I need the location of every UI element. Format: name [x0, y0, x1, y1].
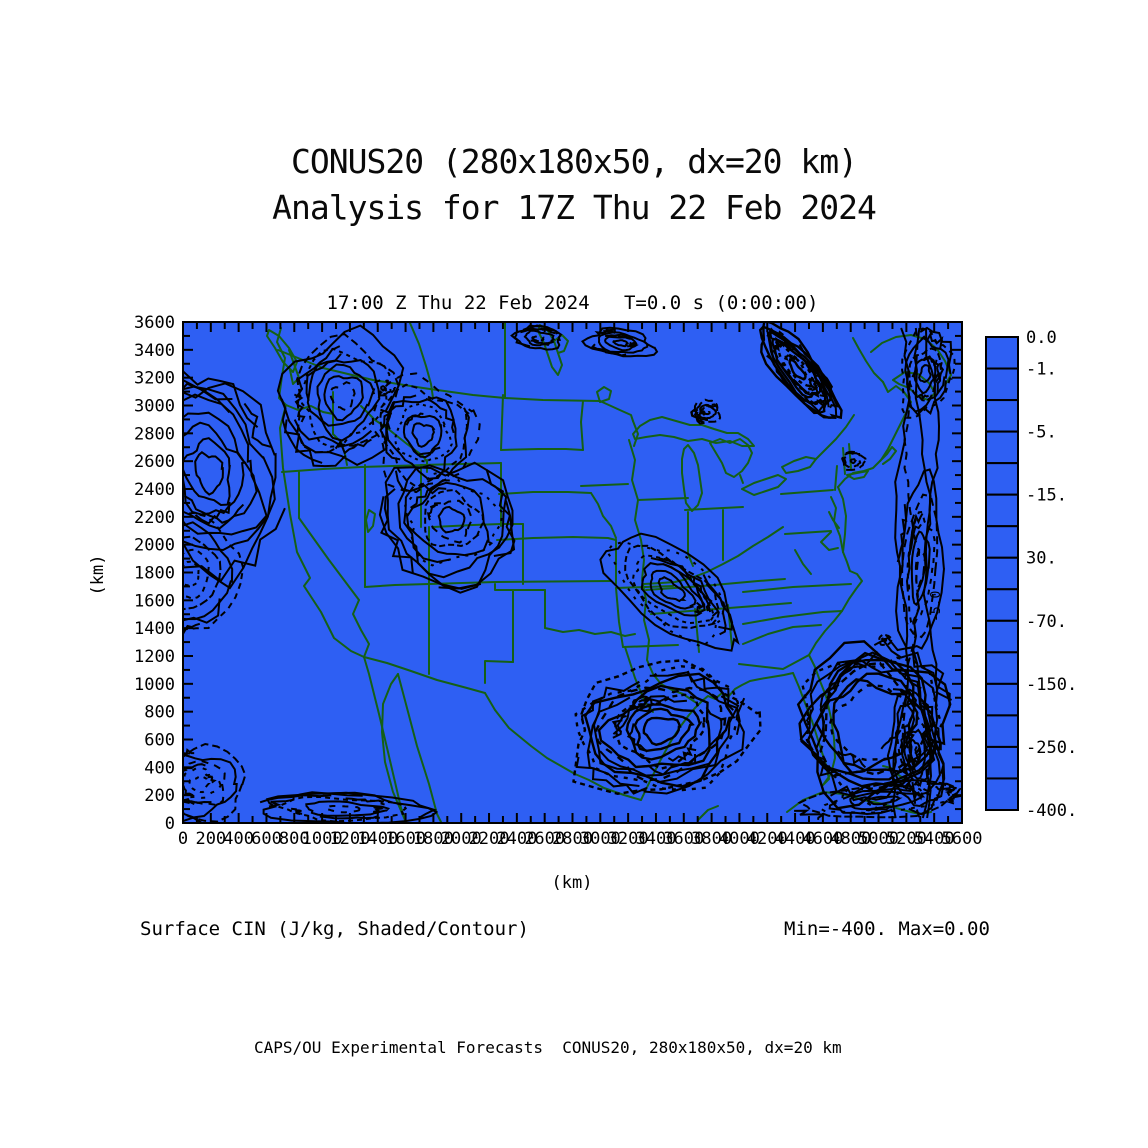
colorbar-cell	[985, 588, 1019, 622]
x-tick-label: 3200	[608, 829, 649, 849]
colorbar-cell	[985, 367, 1019, 402]
y-tick-label: 3600	[134, 313, 175, 333]
x-tick-label: 5200	[886, 829, 927, 849]
x-tick-label: 5000	[858, 829, 899, 849]
y-tick-label: 1200	[134, 647, 175, 667]
x-tick-label: 5600	[942, 829, 983, 849]
x-tick-label: 1400	[357, 829, 398, 849]
x-tick-label: 2600	[524, 829, 565, 849]
map-area: -5.0	[182, 321, 963, 824]
colorbar-cell	[985, 745, 1019, 780]
x-tick-label: 600	[251, 829, 282, 849]
colorbar-label: -400.	[1026, 801, 1077, 821]
x-tick-label: 400	[223, 829, 254, 849]
inline-contour-label: -5.0	[929, 591, 944, 622]
colorbar-cell	[985, 525, 1019, 559]
x-tick-label: 1800	[413, 829, 454, 849]
footer-credit: CAPS/OU Experimental Forecasts CONUS20, …	[254, 1038, 842, 1057]
colorbar-cell	[985, 651, 1019, 685]
y-tick-label: 1400	[134, 619, 175, 639]
figure-title-line1: CONUS20 (280x180x50, dx=20 km)	[290, 142, 858, 181]
x-tick-label: 4800	[830, 829, 871, 849]
colorbar-label: -15.	[1026, 486, 1067, 506]
y-axis-unit-label: (km)	[88, 555, 108, 596]
colorbar-cell	[985, 336, 1019, 370]
x-tick-label: 1200	[329, 829, 370, 849]
y-axis-tick-labels: 0 200 400 600 800 1000 1200 1400 1600 1800 2000 220…	[134, 313, 175, 834]
colorbar: 0.0 -1. -5. -15. 30. -70. -150. -250. -400.	[985, 328, 1077, 821]
colorbar-cell	[985, 714, 1019, 748]
colorbar-cell	[985, 399, 1019, 433]
x-tick-label: 4600	[802, 829, 843, 849]
min-max-label: Min=-400. Max=0.00	[784, 918, 990, 940]
y-tick-label: 600	[144, 731, 175, 751]
colorbar-cell	[985, 430, 1019, 465]
plot-border	[182, 321, 963, 824]
colorbar-label: -150.	[1026, 675, 1077, 695]
x-tick-label: 0	[178, 829, 188, 849]
field-description-label: Surface CIN (J/kg, Shaded/Contour)	[140, 918, 529, 940]
x-tick-label: 3800	[691, 829, 732, 849]
x-tick-label: 4200	[747, 829, 788, 849]
x-tick-label: 1600	[385, 829, 426, 849]
y-tick-label: 1800	[134, 564, 175, 584]
y-tick-label: 3400	[134, 341, 175, 361]
figure-title-line2: Analysis for 17Z Thu 22 Feb 2024	[272, 188, 877, 227]
x-tick-label: 4000	[719, 829, 760, 849]
colorbar-cell	[985, 777, 1019, 812]
y-tick-label: 1000	[134, 675, 175, 695]
y-tick-label: 3200	[134, 369, 175, 389]
y-tick-label: 2200	[134, 508, 175, 528]
colorbar-cell	[985, 493, 1019, 528]
y-tick-label: 400	[144, 758, 175, 778]
x-axis-tick-labels: 0 200400600800100012001400160018002000220…	[178, 829, 983, 849]
x-tick-label: 2000	[441, 829, 482, 849]
colorbar-label: 0.0	[1026, 328, 1057, 348]
x-tick-label: 200	[195, 829, 226, 849]
colorbar-cell	[985, 462, 1019, 496]
colorbar-label: -1.	[1026, 360, 1057, 380]
colorbar-label: -5.	[1026, 423, 1057, 443]
x-tick-label: 3000	[580, 829, 621, 849]
colorbar-cell	[985, 619, 1019, 654]
x-tick-label: 5400	[914, 829, 955, 849]
colorbar-cell	[985, 682, 1019, 717]
colorbar-cell	[985, 556, 1019, 591]
colorbar-label: -70.	[1026, 612, 1067, 632]
colorbar-label: -250.	[1026, 738, 1077, 758]
cin-contour-clusters	[183, 322, 962, 823]
y-tick-label: 2800	[134, 424, 175, 444]
x-tick-label: 800	[279, 829, 310, 849]
x-axis-unit-label: (km)	[552, 873, 593, 893]
x-tick-label: 2400	[496, 829, 537, 849]
x-tick-label: 2200	[469, 829, 510, 849]
colorbar-label: 30.	[1026, 549, 1057, 569]
x-tick-label: 3400	[635, 829, 676, 849]
x-tick-label: 1000	[302, 829, 343, 849]
y-tick-label: 3000	[134, 397, 175, 417]
y-tick-label: 2400	[134, 480, 175, 500]
plot-valid-time-subtitle: 17:00 Z Thu 22 Feb 2024 T=0.0 s (0:00:00…	[326, 292, 819, 314]
x-tick-label: 3600	[663, 829, 704, 849]
y-tick-label: 800	[144, 703, 175, 723]
y-tick-label: 2600	[134, 452, 175, 472]
y-tick-label: 200	[144, 786, 175, 806]
x-tick-label: 4400	[775, 829, 816, 849]
x-tick-label: 2800	[552, 829, 593, 849]
y-tick-label: 1600	[134, 591, 175, 611]
y-tick-label: 2000	[134, 536, 175, 556]
y-tick-label: 0	[165, 814, 175, 834]
